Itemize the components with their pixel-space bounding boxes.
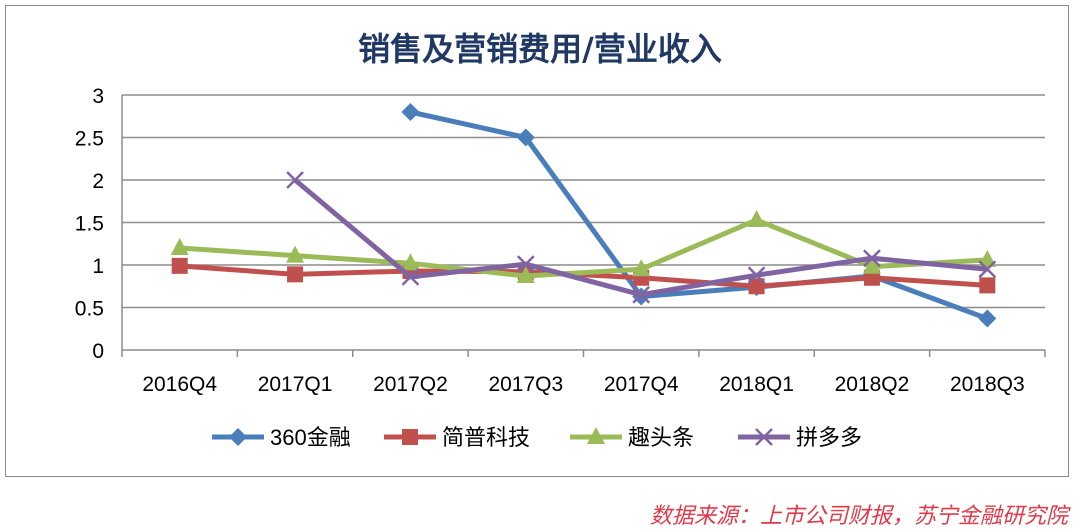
data-point-diamond (401, 103, 420, 121)
data-point-triangle (862, 256, 881, 274)
data-point-triangle (286, 245, 305, 263)
source-note: 数据来源：上市公司财报，苏宁金融研究院 (649, 504, 1068, 529)
data-point-triangle (747, 209, 766, 227)
data-point-diamond (978, 309, 997, 328)
x-tick-label: 2018Q3 (950, 373, 1025, 396)
data-point-diamond (516, 128, 535, 147)
x-tick-label: 2016Q4 (142, 373, 217, 396)
data-point-diamond (229, 428, 247, 446)
data-point-x (286, 171, 304, 189)
series-line (409, 109, 989, 321)
legend-item: 拼多多 (738, 425, 862, 450)
legend-item: 简普科技 (384, 425, 530, 450)
data-point-triangle (978, 249, 997, 267)
data-point-square (748, 278, 765, 295)
data-point-x (401, 268, 420, 286)
data-point-x (747, 266, 766, 285)
data-point-square (402, 429, 418, 445)
data-point-triangle (401, 253, 420, 271)
y-tick-label: 1.5 (75, 213, 104, 236)
data-point-square (287, 266, 304, 283)
y-tick-label: 1 (92, 255, 104, 278)
y-tick-label: 0.5 (75, 298, 104, 321)
x-tick-label: 2017Q1 (258, 373, 333, 396)
legend-label: 简普科技 (442, 425, 530, 450)
y-tick-label: 2 (92, 170, 104, 193)
data-point-x (755, 428, 773, 446)
legend-label: 360金融 (270, 425, 351, 450)
legend-item: 趣头条 (570, 425, 694, 450)
legend-item: 360金融 (212, 425, 351, 450)
data-point-triangle (587, 427, 605, 444)
series-拼多多 (286, 171, 997, 304)
x-tick-label: 2017Q2 (373, 373, 448, 396)
chart-frame (5, 5, 1069, 477)
legend-label: 趣头条 (628, 425, 694, 450)
data-point-square (979, 277, 996, 294)
x-tick-label: 2017Q3 (488, 373, 563, 396)
y-tick-label: 0 (92, 340, 104, 363)
data-point-x (863, 249, 881, 268)
series-360金融 (401, 103, 997, 328)
data-point-x (516, 255, 535, 274)
y-tick-label: 3 (92, 85, 104, 108)
x-tick-label: 2018Q1 (719, 373, 794, 396)
data-point-triangle (170, 238, 189, 255)
legend-label: 拼多多 (796, 425, 862, 450)
x-tick-label: 2018Q2 (835, 373, 910, 396)
data-point-x (632, 285, 651, 304)
data-point-square (863, 269, 880, 286)
x-tick-label: 2017Q4 (604, 373, 679, 396)
chart-title: 销售及营销费用/营业收入 (358, 30, 722, 68)
data-point-triangle (632, 259, 651, 277)
y-tick-label: 2.5 (75, 128, 104, 151)
data-point-triangle (516, 266, 535, 284)
data-point-x (978, 260, 997, 279)
data-point-square (171, 257, 188, 274)
